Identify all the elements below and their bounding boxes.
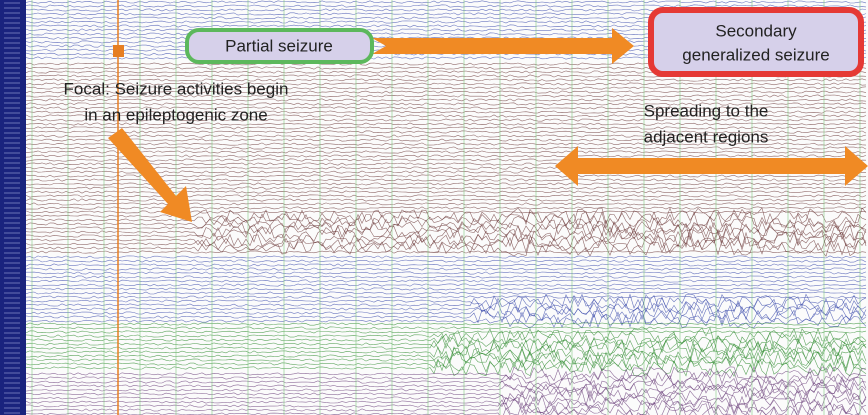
focal-label-line: in an epileptogenic zone [84,105,267,124]
eeg-trace [25,90,867,94]
eeg-trace [25,279,866,283]
eeg-trace [25,326,867,330]
eeg-trace [25,347,867,365]
eeg-trace [25,118,867,122]
eeg-trace [25,231,867,249]
eeg-trace [25,309,867,325]
eeg-trace [25,394,867,410]
eeg-trace [25,154,867,158]
eeg-trace [26,94,867,98]
eeg-trace [25,174,867,178]
eeg-trace [25,297,867,313]
eeg-trace [26,401,867,415]
eeg-trace [25,342,867,361]
eeg-trace [25,138,867,142]
eeg-trace [25,134,867,138]
eeg-trace [25,366,867,382]
eeg-trace [25,386,867,402]
eeg-trace [25,227,867,245]
eeg-trace [26,271,867,275]
eeg-trace [25,406,860,415]
spreading-label-line: adjacent regions [644,127,769,146]
focal-arrow [108,128,192,222]
eeg-trace [25,263,867,267]
partial-label: Partial seizure [225,36,333,55]
eeg-trace [25,98,867,102]
eeg-trace [25,322,867,326]
eeg-trace [25,82,867,86]
eeg-trace [25,374,867,390]
eeg-trace [25,219,867,238]
eeg-trace [25,327,867,345]
eeg-trace [25,313,867,329]
onset-marker-handle [113,45,124,57]
eeg-trace [25,207,867,226]
eeg-trace [25,259,867,263]
secondary-label-line: generalized seizure [682,45,829,64]
eeg-trace [25,146,867,150]
eeg-trace [25,102,867,106]
eeg-trace [25,211,867,229]
eeg-trace [25,398,867,414]
eeg-trace [25,178,867,182]
eeg-trace [25,78,867,82]
eeg-trace [25,295,867,299]
eeg-trace [25,250,867,254]
eeg-trace [25,122,866,126]
eeg-trace [25,150,867,154]
eeg-trace [25,291,867,295]
eeg-trace [25,86,867,90]
eeg-trace [25,4,867,8]
eeg-trace [25,126,867,130]
eeg-trace [25,239,867,257]
eeg-trace [25,110,867,114]
eeg-trace [25,0,867,4]
eeg-trace [25,283,867,287]
eeg-trace [25,355,867,373]
eeg-trace [25,267,867,271]
partial-box [185,28,374,64]
eeg-trace [25,350,867,369]
eeg-trace [25,235,867,253]
spreading-label-line: Spreading to the [644,101,769,120]
eeg-trace [25,202,867,206]
secondary-label-line: Secondary [715,21,797,40]
eeg-trace [25,382,867,398]
spreading-arrow [555,146,868,186]
eeg-trace [25,114,867,118]
eeg-trace [25,335,867,353]
eeg-trace [25,339,867,357]
eeg-trace [25,255,866,259]
eeg-trace [25,370,867,386]
eeg-trace [25,287,867,291]
eeg-trace [25,215,867,233]
progression-arrow [372,28,634,64]
eeg-trace [25,389,867,407]
focal-label-line: Focal: Seizure activities begin [64,79,289,98]
eeg-trace [25,330,867,334]
eeg-trace [25,106,867,110]
eeg-trace [26,130,867,134]
eeg-trace [25,275,867,279]
secondary-box [648,7,864,77]
eeg-trace [25,331,867,349]
eeg-trace [25,142,867,146]
channel-bar [0,0,26,415]
eeg-trace [25,293,867,309]
